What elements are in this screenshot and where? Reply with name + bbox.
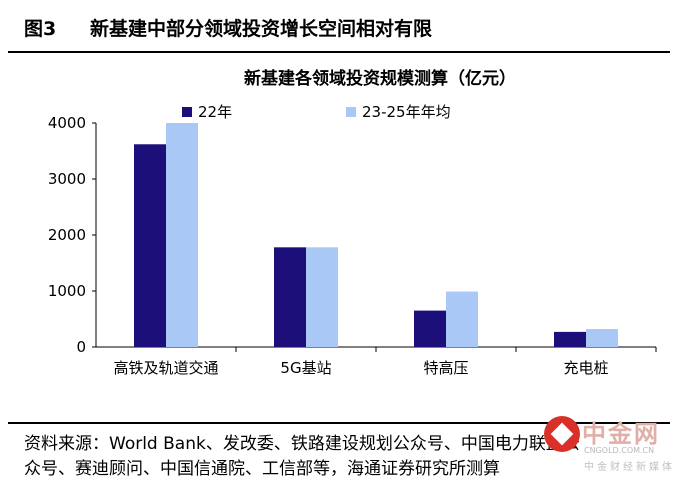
- bar-series-avg: [306, 247, 338, 347]
- y-tick-label: 3000: [48, 170, 86, 188]
- watermark-text: 中金网: [582, 420, 660, 448]
- legend-label: 22年: [198, 103, 232, 121]
- figure-title: 新基建中部分领域投资增长空间相对有限: [90, 18, 433, 40]
- y-tick-label: 2000: [48, 226, 86, 244]
- figure-label: 图3: [24, 18, 57, 40]
- watermark-url: CNGOLD.COM.CN: [584, 446, 655, 455]
- x-tick-label: 高铁及轨道交通: [113, 359, 218, 377]
- bar-series-22: [414, 310, 446, 347]
- legend-label: 23-25年年均: [362, 103, 451, 121]
- x-tick-label: 5G基站: [280, 359, 331, 377]
- legend: 22年 23-25年年均: [182, 103, 451, 121]
- bar-series-avg: [586, 329, 618, 347]
- bar-series-22: [274, 247, 306, 347]
- legend-swatch: [182, 107, 192, 117]
- y-tick-label: 0: [76, 338, 86, 356]
- source-note: 资料来源：World Bank、发改委、铁路建设规划公众号、中国电力联盟公众号、…: [24, 434, 580, 479]
- bars: [134, 123, 618, 347]
- y-tick-label: 1000: [48, 282, 86, 300]
- bottom-rule: [8, 422, 670, 424]
- bar-series-avg: [446, 291, 478, 347]
- legend-swatch: [346, 107, 356, 117]
- watermark-logo-icon: [544, 416, 580, 452]
- top-rule: [8, 51, 670, 53]
- bar-series-22: [554, 331, 586, 347]
- figure-header: 图3 新基建中部分领域投资增长空间相对有限: [8, 14, 668, 44]
- watermark-slogan: 中金财经新媒体: [584, 462, 675, 473]
- chart-title: 新基建各领域投资规模测算（亿元）: [244, 68, 516, 89]
- bar-series-22: [134, 144, 166, 347]
- y-tick-label: 4000: [48, 114, 86, 132]
- bar-series-avg: [166, 123, 198, 347]
- x-tick-label: 充电桩: [563, 359, 608, 377]
- x-tick-label: 特高压: [423, 359, 468, 377]
- watermark: 中金网 CNGOLD.COM.CN 中金财经新媒体: [540, 412, 690, 474]
